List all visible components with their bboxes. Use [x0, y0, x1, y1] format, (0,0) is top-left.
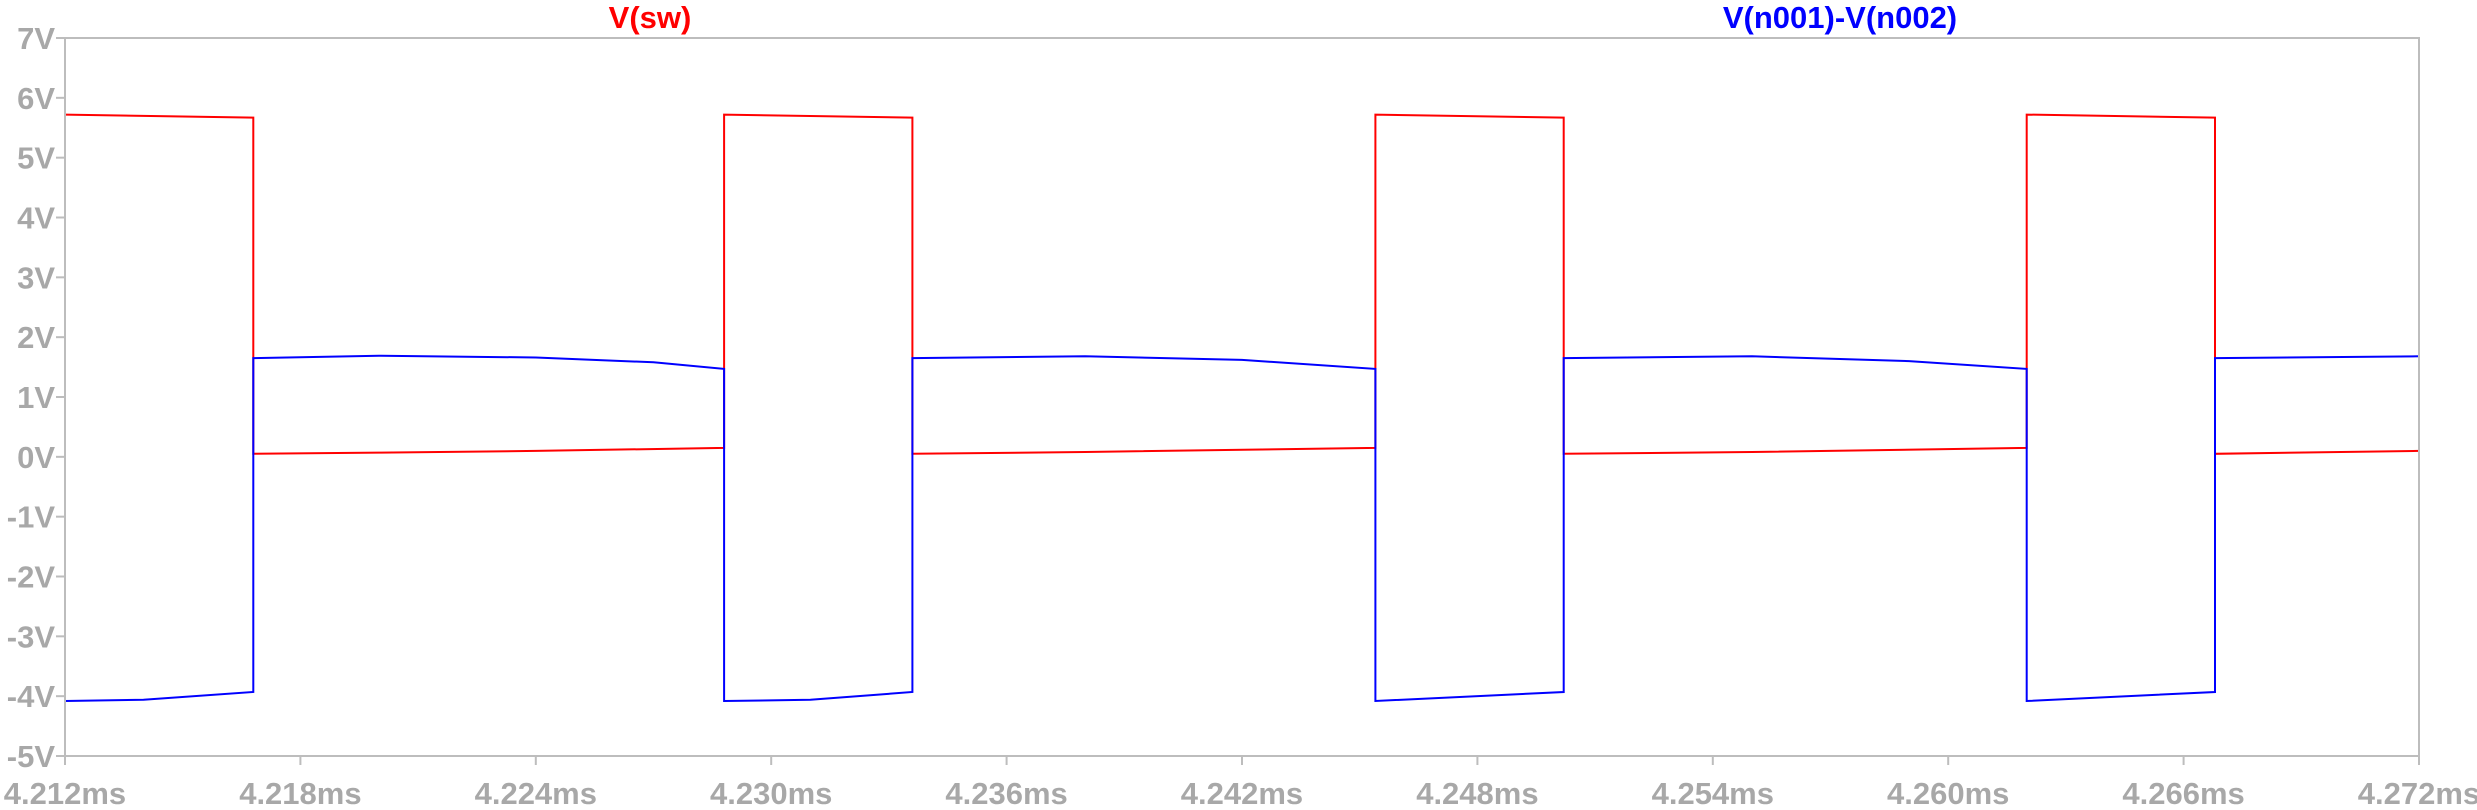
series-line-0 [64, 113, 2420, 455]
y-tick-label: -1V [7, 500, 56, 535]
x-tick-label: 4.248ms [1416, 776, 1538, 810]
series-line-1 [64, 354, 2420, 703]
x-tick-label: 4.272ms [2358, 776, 2477, 810]
y-tick-label: 5V [17, 141, 55, 176]
x-tick-label: 4.242ms [1181, 776, 1303, 810]
x-tick-label: 4.254ms [1652, 776, 1774, 810]
x-axis: 4.212ms 4.218ms 4.224ms 4.230ms 4.236ms 4.242… [4, 756, 2477, 810]
x-tick-label: 4.230ms [710, 776, 832, 810]
legend-entry-0: V(sw) [609, 0, 692, 35]
x-tick-label: 4.236ms [945, 776, 1067, 810]
y-tick-label: -2V [7, 560, 56, 595]
x-tick-label: 4.224ms [475, 776, 597, 810]
plot-frame [64, 37, 2420, 757]
traces-layer [64, 113, 2420, 703]
x-tick-label: 4.218ms [239, 776, 361, 810]
y-tick-label: -4V [7, 679, 56, 714]
y-tick-label: 4V [17, 201, 55, 236]
y-tick-label: -3V [7, 619, 56, 654]
legend-entry-1: V(n001)-V(n002) [1723, 0, 1957, 35]
y-tick-label: 1V [17, 380, 55, 415]
x-tick-label: 4.266ms [2122, 776, 2244, 810]
y-tick-label: -5V [7, 739, 56, 774]
y-tick-label: 6V [17, 81, 55, 116]
y-tick-label: 3V [17, 260, 55, 295]
legend: V(sw) V(n001)-V(n002) [609, 0, 1957, 35]
y-tick-label: 2V [17, 320, 55, 355]
x-tick-label: 4.212ms [4, 776, 126, 810]
y-axis: 7V 6V 5V 4V 3V 2V 1V 0V -1V -2V -3V -4V -5V [7, 21, 65, 774]
x-tick-label: 4.260ms [1887, 776, 2009, 810]
y-tick-label: 0V [17, 440, 55, 475]
y-tick-label: 7V [17, 21, 55, 56]
